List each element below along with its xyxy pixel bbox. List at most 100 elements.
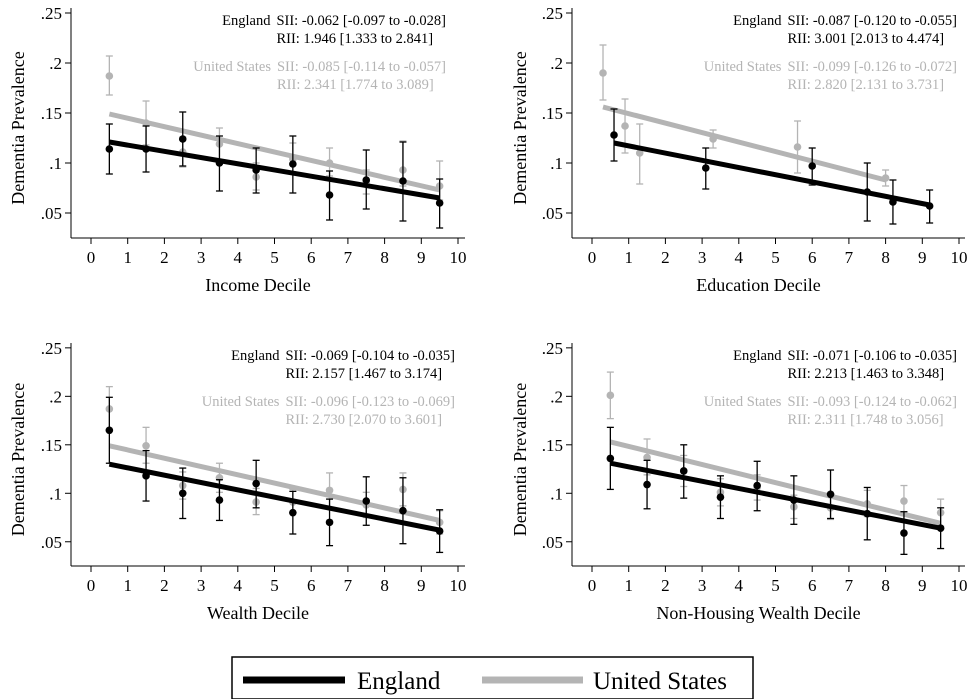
chart-panel-1: .05 .1 .15 .2 .25 0 1 2 3 4 5 6 7 8 9 10 Income Decile De… — [8, 4, 467, 295]
y-tick-label: .15 — [542, 104, 563, 123]
data-point — [325, 518, 334, 527]
england-rii: RII: 1.946 [1.333 to 2.841] — [276, 31, 433, 47]
y-tick-label: .1 — [550, 154, 563, 173]
england-sii: SII: -0.071 [-0.106 to -0.035] — [787, 348, 957, 364]
data-point — [215, 496, 224, 504]
data-point — [808, 162, 816, 170]
y-tick-label: .05 — [41, 204, 62, 223]
x-tick-label: 8 — [380, 248, 389, 267]
england-rii: RII: 2.157 [1.467 to 3.174] — [285, 366, 442, 382]
data-point — [399, 506, 407, 515]
us-name: United States — [202, 394, 280, 410]
y-tick-label: .25 — [41, 339, 62, 358]
x-tick-label: 5 — [270, 248, 279, 267]
x-tick-label: 10 — [450, 248, 467, 267]
x-tick-label: 10 — [951, 576, 968, 595]
x-tick-label: 7 — [344, 248, 353, 267]
data-point — [679, 467, 688, 475]
data-point — [863, 188, 872, 196]
data-point — [881, 174, 890, 182]
x-tick-label: 5 — [771, 248, 780, 267]
x-tick-label: 3 — [197, 248, 206, 267]
x-tick-label: 3 — [698, 248, 707, 267]
x-tick-label: 7 — [344, 576, 353, 595]
stats-annotation: SII: -0.069 [-0.104 to -0.035] England RII… — [202, 348, 455, 428]
y-tick-label: .2 — [550, 387, 563, 406]
x-tick-label: 6 — [307, 248, 316, 267]
england-name: England — [222, 13, 271, 29]
x-tick-label: 7 — [845, 576, 854, 595]
england-rii: RII: 3.001 [2.013 to 4.474] — [787, 31, 944, 47]
x-tick-label: 4 — [234, 576, 243, 595]
data-point — [399, 177, 407, 185]
x-tick-label: 2 — [160, 576, 169, 595]
x-tick-label: 1 — [123, 248, 132, 267]
us-rii: RII: 2.311 [1.748 to 3.056] — [787, 412, 943, 428]
series-england — [105, 111, 444, 229]
x-tick-label: 1 — [624, 248, 633, 267]
x-tick-label: 3 — [197, 576, 206, 595]
data-point — [863, 509, 872, 518]
data-point — [643, 453, 651, 462]
series-united-states — [599, 44, 890, 187]
data-point — [105, 426, 114, 435]
data-point — [606, 454, 615, 463]
data-point — [252, 479, 260, 488]
chart-panel-2: .05 .1 .15 .2 .25 0 1 2 3 4 5 6 7 8 9 10 Education Decil… — [510, 4, 968, 295]
y-tick-label: .1 — [49, 484, 62, 503]
y-tick-label: .05 — [542, 533, 563, 552]
legend: England United States — [231, 656, 754, 699]
legend-label-england: England — [357, 668, 441, 695]
data-point — [701, 164, 710, 172]
us-name: United States — [704, 59, 782, 75]
england-name: England — [733, 348, 782, 364]
x-tick-label: 0 — [588, 248, 597, 267]
data-point — [142, 145, 150, 153]
x-tick-label: 10 — [951, 248, 968, 267]
x-tick-label: 9 — [417, 576, 426, 595]
series-england — [105, 396, 444, 554]
y-tick-label: .15 — [41, 104, 62, 123]
data-point — [178, 135, 187, 143]
fit-line — [108, 461, 441, 533]
x-tick-label: 2 — [661, 248, 670, 267]
x-tick-label: 4 — [735, 248, 744, 267]
data-point — [362, 497, 371, 505]
data-point — [936, 524, 945, 532]
y-axis-title: Dementia Prevalence — [510, 383, 530, 536]
x-tick-label: 3 — [698, 576, 707, 595]
data-point — [289, 508, 297, 517]
us-sii: SII: -0.096 [-0.123 to -0.069] — [285, 394, 455, 410]
y-axis-title: Dementia Prevalence — [8, 51, 28, 204]
data-point — [900, 497, 908, 505]
x-axis-title: Wealth Decile — [207, 603, 309, 623]
x-tick-label: 5 — [771, 576, 780, 595]
x-tick-label: 10 — [450, 576, 467, 595]
us-sii: SII: -0.085 [-0.114 to -0.057] — [277, 59, 446, 75]
data-point — [635, 149, 644, 157]
data-point — [610, 131, 618, 139]
y-axis-title: Dementia Prevalence — [8, 383, 28, 536]
data-point — [790, 496, 798, 504]
data-point — [716, 493, 725, 501]
england-rii: RII: 2.213 [1.463 to 3.348] — [787, 366, 944, 382]
x-axis-title: Education Decile — [696, 275, 820, 295]
x-tick-label: 1 — [624, 576, 633, 595]
data-point — [889, 198, 897, 206]
us-sii: SII: -0.099 [-0.126 to -0.072] — [787, 59, 957, 75]
y-axis-title: Dementia Prevalence — [510, 51, 530, 204]
data-point — [105, 145, 114, 153]
data-point — [325, 159, 334, 167]
data-point — [252, 166, 260, 174]
data-point — [142, 472, 150, 480]
x-tick-label: 8 — [881, 576, 890, 595]
x-tick-label: 4 — [234, 248, 243, 267]
y-tick-label: .05 — [542, 204, 563, 223]
england-sii: SII: -0.087 [-0.120 to -0.055] — [787, 13, 957, 29]
x-tick-label: 0 — [87, 248, 96, 267]
stats-annotation: SII: -0.087 [-0.120 to -0.055] England RII… — [704, 13, 957, 93]
stats-annotation: SII: -0.071 [-0.106 to -0.035] England RII… — [704, 348, 957, 428]
y-tick-label: .15 — [542, 436, 563, 455]
x-tick-label: 4 — [735, 576, 744, 595]
